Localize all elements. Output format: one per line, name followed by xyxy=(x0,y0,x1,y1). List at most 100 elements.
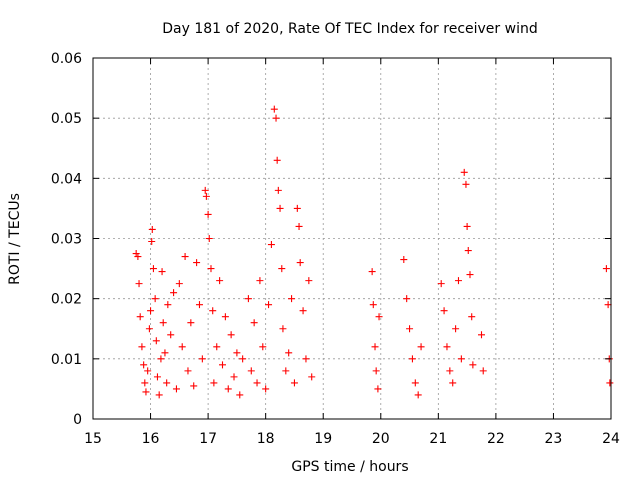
data-point xyxy=(178,343,186,351)
data-point xyxy=(463,222,471,230)
axis-ticks: 15 16 17 18 19 20 21 22 23 24 0 0.01 0.02 0.03 0.04 0.0… xyxy=(51,51,620,447)
data-point xyxy=(195,301,203,309)
data-point xyxy=(190,382,198,390)
data-point xyxy=(193,259,201,267)
data-point xyxy=(224,385,232,393)
data-point xyxy=(368,268,376,276)
data-point xyxy=(293,204,301,212)
data-point xyxy=(187,319,195,327)
data-point xyxy=(157,355,165,363)
y-tick-label: 0 xyxy=(73,412,82,428)
data-point xyxy=(132,250,140,258)
grid-lines xyxy=(93,58,611,419)
data-point xyxy=(369,301,377,309)
data-point xyxy=(276,204,284,212)
data-point xyxy=(604,301,612,309)
data-point xyxy=(414,391,422,399)
data-point xyxy=(144,367,152,375)
data-point xyxy=(172,385,180,393)
x-tick-label: 17 xyxy=(199,431,217,447)
data-point xyxy=(299,307,307,315)
data-point xyxy=(267,241,275,249)
data-point xyxy=(159,319,167,327)
data-point xyxy=(270,105,278,113)
data-point xyxy=(140,361,148,369)
data-point xyxy=(147,307,155,315)
x-tick-label: 22 xyxy=(487,431,505,447)
data-point xyxy=(233,349,241,357)
data-point xyxy=(272,114,280,122)
data-point xyxy=(158,268,166,276)
data-point xyxy=(452,325,460,333)
data-point xyxy=(454,277,462,285)
data-point xyxy=(400,256,408,264)
data-point xyxy=(148,225,156,233)
x-tick-label: 15 xyxy=(84,431,102,447)
y-tick-label: 0.05 xyxy=(51,111,82,127)
data-point xyxy=(403,295,411,303)
data-point xyxy=(296,259,304,267)
data-point xyxy=(449,379,457,387)
data-point xyxy=(464,247,472,255)
data-point xyxy=(155,391,163,399)
x-tick-label: 18 xyxy=(257,431,275,447)
y-axis-label: ROTI / TECUs xyxy=(7,193,23,285)
data-point xyxy=(163,379,171,387)
data-point xyxy=(149,265,157,273)
data-point xyxy=(302,355,310,363)
data-point xyxy=(372,367,380,375)
data-points xyxy=(132,105,614,399)
data-point xyxy=(288,295,296,303)
data-point xyxy=(457,355,465,363)
data-point xyxy=(170,289,178,297)
data-point xyxy=(142,388,150,396)
data-point xyxy=(602,265,610,273)
data-point xyxy=(153,373,161,381)
data-point xyxy=(305,277,313,285)
data-point xyxy=(262,385,270,393)
x-tick-label: 16 xyxy=(142,431,160,447)
data-point xyxy=(213,343,221,351)
y-tick-label: 0.01 xyxy=(51,352,82,368)
x-tick-label: 23 xyxy=(545,431,563,447)
data-point xyxy=(216,277,224,285)
x-axis-label: GPS time / hours xyxy=(291,459,408,475)
data-point xyxy=(278,265,286,273)
data-point xyxy=(219,361,226,369)
data-point xyxy=(371,343,379,351)
data-point xyxy=(417,343,425,351)
data-point xyxy=(468,313,476,321)
data-point xyxy=(295,222,303,230)
data-point xyxy=(145,325,153,333)
data-point xyxy=(273,156,281,164)
data-point xyxy=(227,331,235,339)
data-point xyxy=(204,210,212,218)
data-point xyxy=(274,186,282,194)
data-point xyxy=(469,361,477,369)
data-point xyxy=(408,355,416,363)
data-point xyxy=(460,168,468,176)
x-tick-label: 24 xyxy=(602,431,620,447)
data-point xyxy=(411,379,419,387)
data-point xyxy=(198,355,206,363)
data-point xyxy=(152,337,160,345)
data-point xyxy=(236,391,244,399)
data-point xyxy=(221,313,229,321)
y-tick-label: 0.02 xyxy=(51,292,82,308)
data-point xyxy=(406,325,414,333)
data-point xyxy=(181,253,189,261)
data-point xyxy=(253,379,261,387)
x-tick-label: 21 xyxy=(429,431,447,447)
data-point xyxy=(279,325,287,333)
data-point xyxy=(285,349,293,357)
data-point xyxy=(250,319,258,327)
y-tick-label: 0.06 xyxy=(51,51,82,67)
data-point xyxy=(209,307,217,315)
data-point xyxy=(239,355,247,363)
data-point xyxy=(141,379,149,387)
data-point xyxy=(265,301,273,309)
x-tick-label: 20 xyxy=(372,431,390,447)
data-point xyxy=(202,192,210,200)
data-point xyxy=(290,379,298,387)
